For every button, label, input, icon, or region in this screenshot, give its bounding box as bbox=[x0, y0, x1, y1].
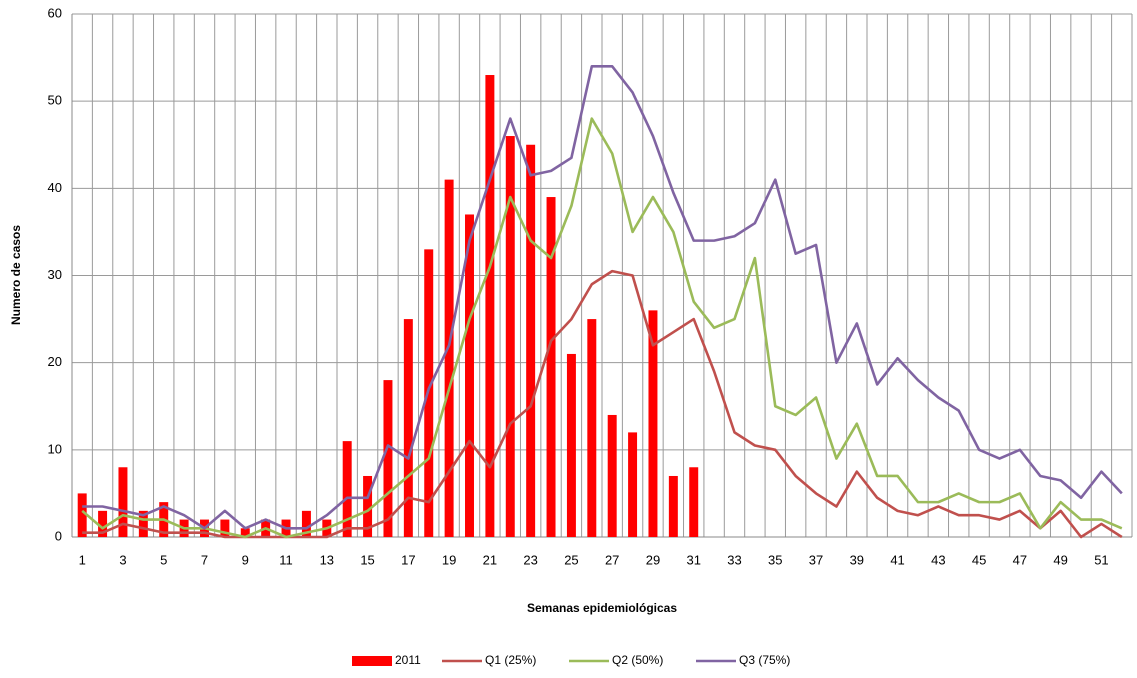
bar bbox=[98, 510, 108, 537]
bar bbox=[301, 510, 311, 537]
x-tick-label: 23 bbox=[523, 552, 537, 567]
bar bbox=[607, 414, 617, 537]
bar bbox=[342, 441, 352, 537]
bar bbox=[118, 467, 128, 537]
legend-label: Q2 (50%) bbox=[612, 653, 663, 667]
x-tick-label: 31 bbox=[686, 552, 700, 567]
x-tick-label: 25 bbox=[564, 552, 578, 567]
x-tick-label: 19 bbox=[442, 552, 456, 567]
x-tick-label: 17 bbox=[401, 552, 415, 567]
x-axis-title: Semanas epidemiológicas bbox=[527, 601, 677, 615]
bar bbox=[648, 310, 658, 537]
x-tick-label: 15 bbox=[360, 552, 374, 567]
x-tick-label: 29 bbox=[646, 552, 660, 567]
bar bbox=[138, 510, 148, 537]
y-tick-label: 30 bbox=[48, 267, 62, 282]
bar bbox=[505, 136, 515, 538]
x-tick-label: 51 bbox=[1094, 552, 1108, 567]
x-tick-label: 3 bbox=[119, 552, 126, 567]
x-tick-label: 37 bbox=[809, 552, 823, 567]
line bbox=[82, 65, 1123, 530]
bar bbox=[240, 528, 250, 537]
x-tick-label: 11 bbox=[279, 552, 293, 567]
bar bbox=[444, 179, 454, 537]
x-tick-label: 47 bbox=[1013, 552, 1027, 567]
y-tick-label: 40 bbox=[48, 180, 62, 195]
bar bbox=[485, 75, 495, 538]
x-tick-label: 7 bbox=[201, 552, 208, 567]
bar bbox=[526, 144, 536, 537]
bar bbox=[77, 493, 87, 537]
y-axis-title: Numero de casos bbox=[9, 225, 23, 325]
legend-swatch bbox=[352, 656, 392, 666]
x-tick-label: 49 bbox=[1053, 552, 1067, 567]
bar bbox=[383, 380, 393, 537]
x-tick-label: 33 bbox=[727, 552, 741, 567]
x-tick-label: 21 bbox=[483, 552, 497, 567]
bar bbox=[363, 475, 373, 537]
y-tick-label: 50 bbox=[48, 93, 62, 108]
line bbox=[81, 117, 1123, 539]
bar bbox=[668, 475, 678, 537]
x-tick-label: 27 bbox=[605, 552, 619, 567]
bar bbox=[465, 214, 474, 537]
x-tick-label: 39 bbox=[850, 552, 864, 567]
legend-label: 2011 bbox=[395, 653, 421, 667]
line bbox=[82, 269, 1123, 539]
x-tick-label: 35 bbox=[768, 552, 782, 567]
legend-label: Q3 (75%) bbox=[739, 653, 790, 667]
x-tick-label: 45 bbox=[972, 552, 986, 567]
bar bbox=[566, 353, 576, 537]
bar bbox=[220, 519, 230, 537]
y-tick-label: 10 bbox=[48, 441, 62, 456]
y-tick-label: 20 bbox=[48, 354, 62, 369]
bar bbox=[546, 197, 556, 538]
x-tick-label: 13 bbox=[320, 552, 334, 567]
bar bbox=[403, 319, 413, 537]
bar bbox=[587, 319, 597, 537]
x-tick-label: 9 bbox=[242, 552, 249, 567]
y-tick-label: 60 bbox=[48, 5, 62, 20]
bar bbox=[628, 432, 638, 537]
y-tick-label: 0 bbox=[55, 528, 62, 543]
x-tick-label: 5 bbox=[160, 552, 167, 567]
x-tick-label: 43 bbox=[931, 552, 945, 567]
x-tick-label: 41 bbox=[890, 552, 904, 567]
legend-label: Q1 (25%) bbox=[485, 653, 536, 667]
bar bbox=[689, 467, 699, 537]
x-tick-label: 1 bbox=[79, 552, 86, 567]
